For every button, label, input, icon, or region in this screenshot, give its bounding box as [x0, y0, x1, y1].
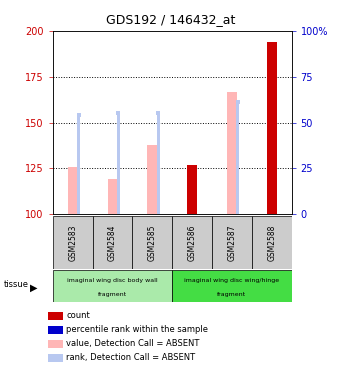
Text: GSM2585: GSM2585 [148, 224, 157, 261]
Text: GSM2588: GSM2588 [267, 224, 276, 261]
Point [155, 111, 161, 116]
Bar [53, 270, 172, 302]
Text: count: count [66, 311, 90, 320]
Text: rank, Detection Call = ABSENT: rank, Detection Call = ABSENT [66, 353, 196, 362]
Point [235, 100, 241, 105]
Point [76, 112, 81, 118]
Bar [236, 102, 239, 214]
Bar [53, 216, 93, 269]
Text: GSM2584: GSM2584 [108, 224, 117, 261]
Bar [147, 145, 157, 214]
Bar [172, 216, 212, 269]
Bar [212, 216, 252, 269]
Text: GDS192 / 146432_at: GDS192 / 146432_at [106, 13, 235, 26]
Bar [77, 115, 80, 214]
Bar [172, 270, 292, 302]
Text: percentile rank within the sample: percentile rank within the sample [66, 325, 208, 334]
Text: GSM2586: GSM2586 [188, 224, 197, 261]
Text: GSM2583: GSM2583 [68, 224, 77, 261]
Bar [93, 216, 132, 269]
Bar [187, 165, 197, 214]
Bar [227, 92, 237, 214]
Bar [252, 216, 292, 269]
Text: GSM2587: GSM2587 [227, 224, 236, 261]
Text: value, Detection Call = ABSENT: value, Detection Call = ABSENT [66, 339, 200, 348]
Text: tissue: tissue [3, 280, 28, 289]
Text: imaginal wing disc wing/hinge: imaginal wing disc wing/hinge [184, 277, 279, 283]
Bar [157, 113, 160, 214]
Bar [117, 113, 120, 214]
Bar [107, 179, 118, 214]
Text: imaginal wing disc body wall: imaginal wing disc body wall [67, 277, 158, 283]
Bar [132, 216, 172, 269]
Text: ▶: ▶ [30, 283, 38, 292]
Point [116, 111, 121, 116]
Bar [68, 167, 78, 214]
Text: fragment: fragment [217, 292, 247, 297]
Text: fragment: fragment [98, 292, 127, 297]
Bar [267, 42, 277, 214]
